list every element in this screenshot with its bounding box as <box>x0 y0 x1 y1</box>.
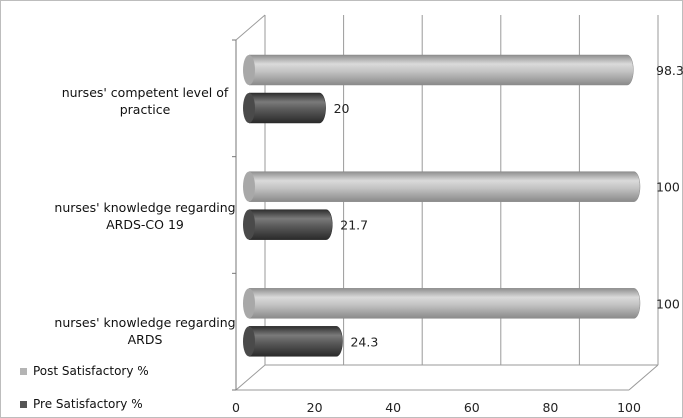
x-tick-label-0: 0 <box>232 400 240 415</box>
data-label-post-0: 98.3 <box>656 63 683 78</box>
bar-post-1 <box>248 171 641 202</box>
x-tick-label-3: 60 <box>464 400 480 415</box>
legend-label-post: Post Satisfactory % <box>33 364 149 378</box>
legend-swatch-pre <box>20 400 27 408</box>
bar-cap-post-2 <box>243 288 255 319</box>
category-label-practice: nurses' competent level of practice <box>61 85 229 117</box>
floor-left-edge <box>235 364 266 391</box>
legend-label-pre: Pre Satisfactory % <box>33 397 143 411</box>
data-label-post-1: 100 <box>656 180 680 195</box>
x-tick-label-4: 80 <box>542 400 558 415</box>
bar-cap-post-0 <box>243 55 255 85</box>
category-label-ards: nurses' knowledge regarding ARDS <box>54 315 236 347</box>
x-tick-label-5: 100 <box>617 400 641 415</box>
data-label-post-2: 100 <box>656 296 680 311</box>
legend-item-pre: Pre Satisfactory % <box>20 397 143 411</box>
legend-swatch-post <box>20 367 27 375</box>
bar-post-0 <box>248 54 634 86</box>
floor-right-edge <box>628 364 659 391</box>
bar-pre-2 <box>248 326 343 357</box>
category-label-ards-co19: nurses' knowledge regarding ARDS-CO 19 <box>54 200 236 232</box>
data-label-pre-2: 24.3 <box>350 334 378 349</box>
bar-cap-post-1 <box>243 171 255 202</box>
bar-pre-0 <box>248 92 326 124</box>
bar-cap-pre-0 <box>243 93 255 123</box>
bar-pre-1 <box>248 209 333 240</box>
x-tick-label-2: 40 <box>385 400 401 415</box>
bar-cap-pre-1 <box>243 209 255 240</box>
legend-item-post: Post Satisfactory % <box>20 364 149 378</box>
bar-post-2 <box>248 288 641 319</box>
data-label-pre-1: 21.7 <box>340 218 368 233</box>
x-tick-label-1: 20 <box>307 400 323 415</box>
bar-cap-pre-2 <box>243 326 255 357</box>
data-label-pre-0: 20 <box>334 101 350 116</box>
wall-top-edge <box>235 14 266 41</box>
